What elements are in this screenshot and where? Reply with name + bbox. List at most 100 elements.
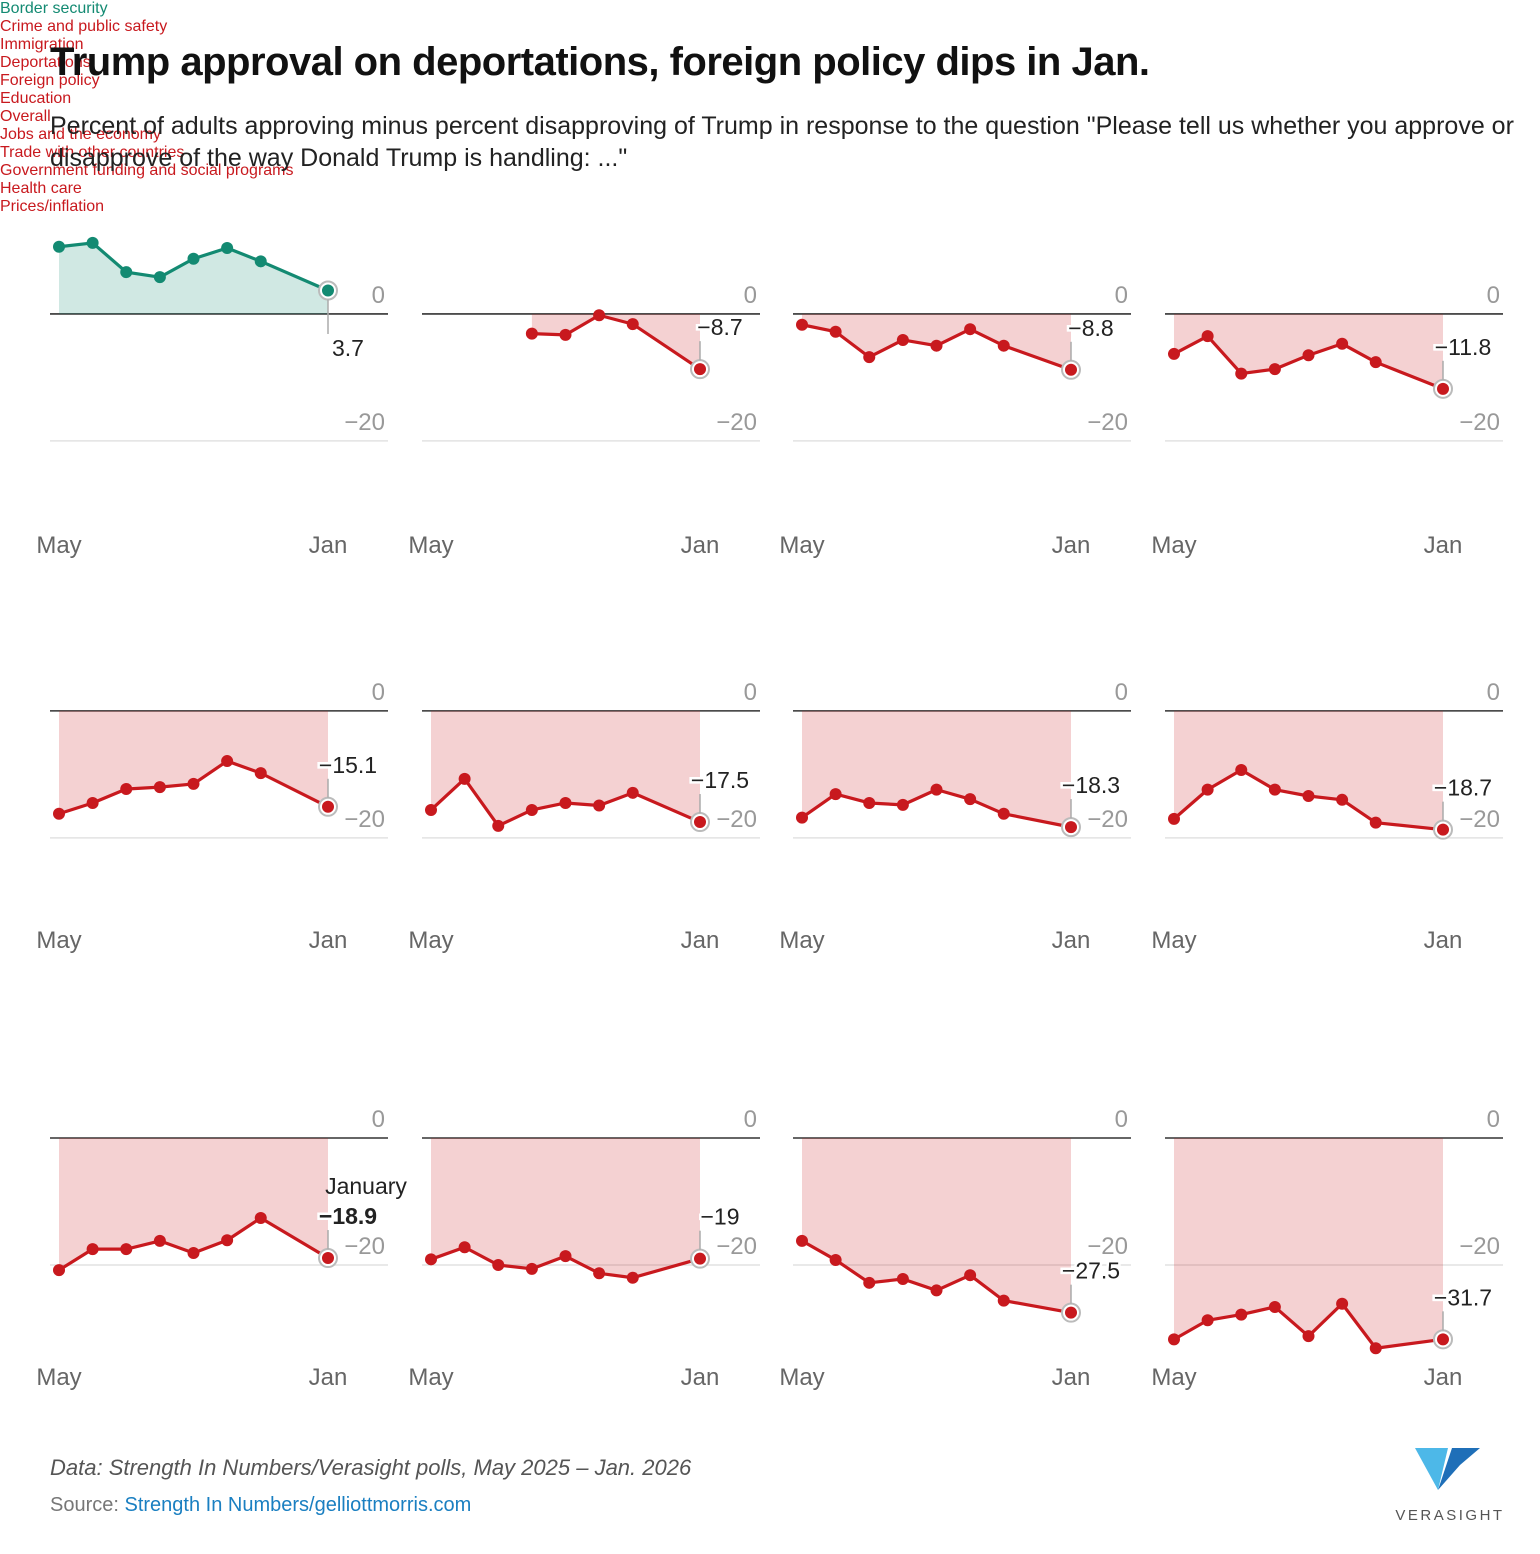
point: [1235, 367, 1248, 380]
point: [1302, 1330, 1315, 1343]
point: [796, 1234, 808, 1247]
point: [1302, 349, 1315, 362]
panel-title: Overall: [0, 108, 51, 125]
point: [593, 799, 606, 812]
point: [525, 327, 538, 340]
point: [458, 772, 471, 785]
point: [863, 1276, 876, 1289]
y-tick-label: 0: [372, 679, 385, 706]
point: [829, 325, 842, 338]
point: [626, 1271, 639, 1284]
y-tick-label: −20: [716, 409, 757, 436]
value-label: −27.5: [1062, 1258, 1120, 1284]
value-label: −8.8: [1068, 315, 1113, 341]
point: [559, 328, 572, 341]
point: [153, 1234, 166, 1247]
title: Trump approval on deportations, foreign …: [50, 40, 1150, 84]
point: [1201, 330, 1214, 343]
area: [802, 710, 1071, 828]
y-tick-label: 0: [744, 1106, 757, 1133]
logo-text: VERASIGHT: [1395, 1507, 1504, 1524]
value-label: −11.8: [1435, 334, 1492, 360]
y-tick-label: −20: [344, 409, 385, 436]
x-tick-label: Jan: [309, 927, 348, 954]
line: [1172, 768, 1444, 832]
x-tick-label: Jan: [1052, 927, 1091, 954]
point: [997, 1294, 1010, 1307]
point: [1168, 347, 1180, 360]
point: [525, 1262, 538, 1275]
annotation: January: [325, 1173, 407, 1199]
value-label: −31.7: [1434, 1284, 1492, 1310]
point: [1336, 1297, 1349, 1310]
point: [896, 798, 909, 811]
point: [559, 796, 572, 809]
y-tick-label: 0: [372, 1106, 385, 1133]
point: [1065, 363, 1077, 376]
point: [1168, 1333, 1180, 1346]
area: [802, 1138, 1071, 1313]
value-label: −15.1: [319, 752, 377, 778]
point: [1268, 1300, 1281, 1313]
point: [525, 803, 538, 816]
area: [59, 710, 328, 814]
point: [964, 323, 977, 336]
panel-title: Health care: [0, 180, 82, 197]
logo-mark: [1415, 1448, 1448, 1490]
y-tick-label: −20: [1459, 806, 1500, 833]
x-tick-label: May: [408, 532, 453, 559]
point: [53, 1264, 65, 1277]
point: [492, 1259, 505, 1272]
point: [1437, 823, 1449, 836]
y-tick-label: 0: [1115, 1106, 1128, 1133]
point: [863, 796, 876, 809]
y-tick-label: 0: [372, 282, 385, 309]
point: [997, 339, 1010, 352]
x-tick-label: May: [408, 927, 453, 954]
source: Source: Strength In Numbers/gelliottmorr…: [50, 1494, 471, 1517]
y-tick-label: −20: [716, 806, 757, 833]
point: [896, 333, 909, 346]
point: [86, 1243, 99, 1256]
point: [829, 1253, 842, 1266]
area: [431, 710, 700, 826]
point: [593, 309, 606, 322]
point: [1336, 337, 1349, 350]
panel-title: Foreign policy: [0, 72, 100, 89]
area: [59, 242, 328, 314]
point: [593, 1267, 606, 1280]
x-tick-label: Jan: [1424, 927, 1463, 954]
area: [1174, 1138, 1443, 1349]
point: [626, 786, 639, 799]
point: [1201, 783, 1214, 796]
x-tick-label: May: [36, 1364, 81, 1391]
area: [1174, 710, 1443, 830]
point: [694, 1252, 706, 1265]
point: [322, 800, 334, 813]
point: [187, 777, 200, 790]
point: [1168, 812, 1180, 825]
point: [559, 1250, 572, 1263]
point: [1065, 1306, 1077, 1319]
point: [1369, 1342, 1382, 1355]
x-tick-label: May: [1151, 927, 1196, 954]
x-tick-label: May: [1151, 532, 1196, 559]
area: [59, 1138, 328, 1271]
point: [1235, 1308, 1248, 1321]
y-tick-label: 0: [1487, 679, 1500, 706]
point: [997, 807, 1010, 820]
y-tick-label: 0: [1487, 1106, 1500, 1133]
source-link[interactable]: Strength In Numbers/gelliottmorris.com: [124, 1494, 472, 1516]
point: [796, 318, 808, 331]
point: [626, 318, 639, 331]
point: [964, 1269, 977, 1282]
panel-title: Crime and public safety: [0, 18, 168, 35]
subtitle: Percent of adults approving minus percen…: [50, 112, 1514, 172]
point: [153, 271, 166, 284]
point: [694, 816, 706, 829]
line: [801, 1239, 1072, 1315]
panel-title: Border security: [0, 0, 108, 17]
point: [796, 811, 808, 824]
